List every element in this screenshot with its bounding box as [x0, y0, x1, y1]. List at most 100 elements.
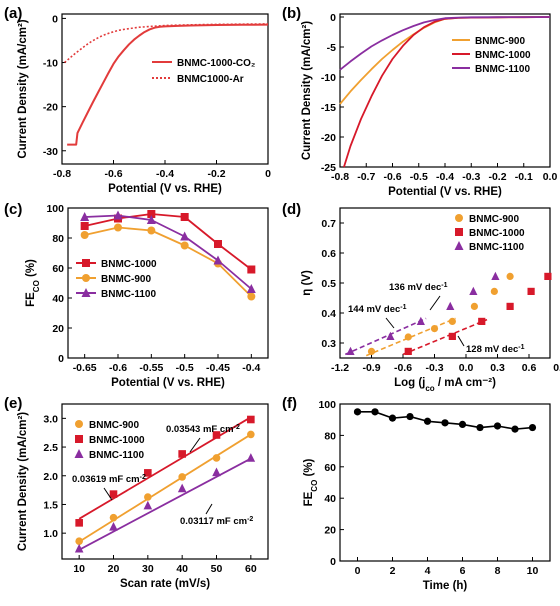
y-axis-title: Current Density (mA/cm²) — [17, 19, 29, 158]
data-point — [144, 469, 152, 477]
legend-marker — [82, 274, 90, 282]
panel-e: 10 20 30 40 50 60 1.0 1.5 2.0 2.5 3.0 Scan rate (mV… — [17, 403, 269, 590]
legend: BNMC-900 BNMC-1000 BNMC-1100 — [74, 420, 145, 461]
x-tick-label: -0.55 — [139, 362, 163, 374]
x-tick-label: -0.2 — [488, 171, 506, 183]
panel-label-e: (e) — [4, 395, 22, 412]
data-point — [446, 301, 455, 310]
tafel-fit-line — [402, 318, 488, 356]
x-tick-label: 0 — [355, 565, 361, 577]
y-tick-label: 20 — [324, 525, 336, 537]
y-tick-label: 0 — [52, 13, 58, 25]
y-tick-label: -15 — [321, 102, 336, 114]
data-point — [478, 317, 486, 325]
data-point — [506, 302, 514, 310]
annotation-arrow — [189, 437, 201, 453]
data-point — [109, 490, 118, 498]
data-point — [144, 493, 152, 501]
legend-label: BNMC-1000 — [475, 50, 531, 61]
data-point — [404, 347, 412, 355]
legend-marker — [75, 435, 83, 443]
x-tick-label: 4 — [425, 565, 431, 577]
data-point — [448, 332, 456, 340]
data-point — [441, 419, 449, 427]
data-point — [109, 522, 118, 531]
legend-marker — [455, 228, 463, 236]
x-axis-title: Log (jco / mA cm⁻²) — [394, 377, 496, 393]
y-tick-label: 0.3 — [321, 338, 336, 350]
data-point — [180, 241, 189, 250]
data-point — [247, 430, 255, 439]
x-tick-label: -0.1 — [515, 171, 533, 183]
x-tick-label: 10 — [73, 563, 85, 575]
data-point — [146, 215, 156, 224]
y-tick-label: -10 — [321, 72, 336, 84]
x-tick-label: -0.4 — [242, 362, 260, 374]
series-line-bnmc-1000-co2 — [67, 23, 269, 146]
y-tick-label: 0.4 — [321, 308, 336, 320]
x-tick-label: -0.8 — [331, 171, 349, 183]
y-tick-label: 100 — [46, 203, 64, 215]
y-tick-label: -30 — [43, 146, 58, 158]
y-tick-label: 60 — [324, 462, 336, 474]
x-axis-title: Scan rate (mV/s) — [120, 578, 210, 590]
panel-label-b: (b) — [282, 5, 301, 22]
data-point — [246, 453, 256, 462]
capacitance-annotation: 0.03619 mF cm-2 — [72, 474, 146, 486]
y-tick-label: 80 — [324, 430, 336, 442]
y-axis-title: FECO (%) — [25, 259, 41, 307]
data-point — [114, 223, 122, 232]
legend-label: BNMC-900 — [101, 274, 151, 285]
data-point — [406, 412, 414, 421]
x-tick-label: 0 — [265, 168, 271, 180]
x-tick-label: -0.6 — [394, 362, 412, 374]
legend-marker — [81, 288, 91, 297]
panel-d: -1.2 -0.9 -0.6 -0.3 0.0 0.3 0.6 0.9 0.3 0.4 0.5 0.6… — [301, 207, 560, 393]
legend: BNMC-1000-CO₂ BNMC1000-Ar — [152, 58, 255, 85]
x-tick-label: 20 — [108, 563, 120, 575]
y-tick-label: 3.0 — [43, 413, 58, 425]
data-point — [80, 231, 89, 239]
data-point — [177, 483, 187, 493]
plot-frame — [61, 13, 269, 165]
data-point — [491, 271, 500, 280]
y-tick-label: 0.6 — [321, 248, 336, 260]
y-tick-label: 60 — [52, 263, 64, 275]
y-tick-label: 1.5 — [43, 499, 58, 511]
y-axis-title: Current Density (mA/cm²) — [17, 412, 29, 551]
data-point — [212, 454, 221, 462]
data-point — [353, 408, 362, 416]
slope-annotation: 136 mV dec-1 — [389, 282, 448, 294]
series-line-bnmc-1100 — [339, 16, 551, 71]
legend-label: BNMC-1100 — [89, 450, 144, 461]
y-tick-label: -25 — [321, 162, 336, 174]
y-tick-label: 1.0 — [43, 528, 58, 540]
data-point — [247, 292, 256, 301]
x-tick-label: -0.4 — [436, 171, 454, 183]
plot-frame — [339, 403, 551, 562]
data-point — [506, 272, 514, 280]
data-point — [80, 212, 90, 221]
data-point — [178, 450, 186, 458]
y-tick-label: -10 — [43, 58, 58, 70]
data-point — [371, 408, 379, 416]
data-point — [213, 255, 223, 265]
legend: BNMC-900 BNMC-1000 BNMC-1100 — [452, 36, 531, 75]
data-point — [470, 302, 478, 310]
data-point — [367, 347, 376, 355]
x-tick-label: 0.9 — [553, 362, 560, 374]
legend-marker — [455, 214, 463, 222]
y-tick-label: -20 — [43, 102, 58, 114]
x-tick-label: -0.4 — [156, 168, 174, 180]
panel-b: -0.8 -0.7 -0.6 -0.5 -0.4 -0.3 -0.2 -0.1 0.0 0 -5 -1… — [301, 12, 557, 198]
data-point — [346, 346, 355, 355]
x-tick-label: -0.9 — [362, 362, 380, 374]
data-point — [458, 420, 467, 429]
y-axis-title: FECO (%) — [303, 458, 319, 506]
x-axis-title: Time (h) — [423, 580, 468, 592]
linear-fit-line — [78, 457, 252, 551]
x-tick-label: -0.8 — [53, 168, 71, 180]
x-tick-label: 6 — [460, 565, 466, 577]
